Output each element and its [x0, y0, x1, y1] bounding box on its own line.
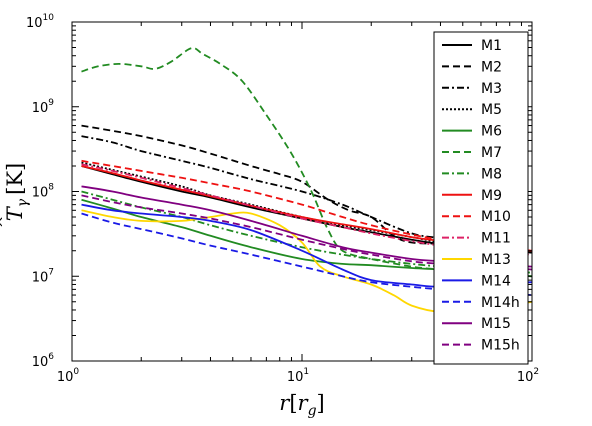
legend-label: M14h: [481, 295, 520, 311]
legend-item-m14h: M14h: [442, 295, 520, 311]
legend-item-m6: M6: [442, 124, 502, 140]
legend-item-m11: M11: [442, 231, 511, 247]
series-line-m3: [81, 135, 532, 254]
legend-label: M3: [481, 81, 502, 97]
x-axis-label: r[rg]: [279, 391, 324, 419]
y-tick-exponent: 8: [48, 183, 54, 193]
legend: M1 M2 M3 M5 M6 M7 M8 M9 M10 M11 M13 M14 M14h M15 M15h: [433, 31, 529, 365]
y-tick-label: 106: [32, 352, 55, 370]
y-tick-base: 10: [26, 16, 43, 31]
legend-label: M2: [481, 59, 502, 75]
legend-item-m10: M10: [442, 209, 511, 225]
y-axis-label-unit: [K]: [3, 163, 27, 195]
y-tick-base: 10: [32, 355, 49, 370]
legend-item-m7: M7: [442, 145, 502, 161]
x-tick-label: 102: [517, 367, 539, 385]
x-tick-exponent: 1: [303, 367, 309, 377]
svg-text:Tγ[K]: Tγ [K]: [3, 163, 31, 221]
x-tick-exponent: 0: [73, 367, 79, 377]
y-axis-label: Tγ [K] ^: [0, 163, 31, 229]
legend-item-m15h: M15h: [442, 338, 520, 354]
legend-item-m9: M9: [442, 188, 502, 204]
y-axis-label-main: T: [3, 205, 27, 221]
series-line-m7: [81, 47, 532, 278]
legend-item-m14: M14: [442, 273, 511, 289]
y-tick-label: 1010: [26, 13, 54, 31]
x-tick-label: 100: [57, 367, 80, 385]
x-tick-exponent: 2: [533, 367, 539, 377]
legend-label: M5: [481, 102, 502, 118]
y-tick-label: 107: [32, 267, 54, 285]
x-axis-label-var: r: [298, 391, 310, 415]
series-line-m2: [81, 124, 532, 254]
legend-label: M9: [481, 188, 502, 204]
y-tick-label: 109: [32, 98, 55, 116]
x-axis-label-main: r: [279, 391, 291, 415]
legend-box: [433, 31, 529, 365]
y-tick-label: 108: [32, 183, 55, 201]
series-line-m13: [81, 209, 532, 314]
legend-label: M7: [481, 145, 502, 161]
legend-label: M15h: [481, 338, 520, 354]
series-line-m11: [81, 163, 532, 256]
y-tick-exponent: 7: [48, 267, 54, 277]
x-tick-base: 10: [517, 370, 534, 385]
legend-label: M6: [481, 124, 502, 140]
legend-label: M1: [481, 38, 502, 54]
y-tick-exponent: 9: [48, 98, 54, 108]
y-tick-exponent: 6: [48, 352, 54, 362]
y-axis-label-hat: ^: [0, 216, 13, 229]
legend-item-m3: M3: [442, 81, 502, 97]
legend-label: M14: [481, 273, 511, 289]
y-tick-base: 10: [32, 186, 49, 201]
legend-item-m15: M15: [442, 316, 511, 332]
x-tick-base: 10: [287, 370, 304, 385]
legend-label: M15: [481, 316, 511, 332]
legend-item-m13: M13: [442, 252, 511, 268]
legend-item-m2: M2: [442, 59, 502, 75]
legend-label: M8: [481, 166, 502, 182]
x-axis-label-sub: g: [308, 403, 317, 419]
y-tick-base: 10: [32, 101, 49, 116]
y-tick-base: 10: [32, 270, 49, 285]
legend-label: M13: [481, 252, 511, 268]
legend-item-m5: M5: [442, 102, 502, 118]
x-tick-base: 10: [57, 370, 74, 385]
y-axis-label-sub: γ: [15, 198, 31, 207]
legend-item-m1: M1: [442, 38, 502, 54]
legend-label: M10: [481, 209, 511, 225]
x-tick-label: 101: [287, 367, 309, 385]
legend-label: M11: [481, 231, 511, 247]
y-tick-exponent: 10: [43, 13, 55, 23]
legend-item-m8: M8: [442, 166, 502, 182]
legend-items: M1 M2 M3 M5 M6 M7 M8 M9 M10 M11 M13 M14 M14h M15 M15h: [442, 38, 520, 354]
